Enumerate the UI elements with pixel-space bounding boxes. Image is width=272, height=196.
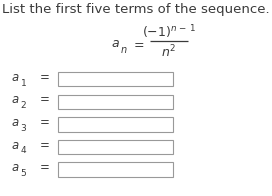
Text: $5$: $5$ [20,167,27,178]
Text: $a$: $a$ [11,139,19,152]
Text: =: = [40,139,50,152]
Text: $4$: $4$ [20,144,27,155]
Text: $2$: $2$ [20,99,26,110]
Text: $(-1)^{n\,-\,1}$: $(-1)^{n\,-\,1}$ [141,24,196,41]
Bar [58,72,173,86]
Text: List the first five terms of the sequence.: List the first five terms of the sequenc… [2,3,270,16]
Text: =: = [40,161,50,174]
Text: $a$: $a$ [11,116,19,129]
Text: $n$: $n$ [120,45,128,55]
Text: $n^2$: $n^2$ [161,44,176,60]
Text: =: = [40,71,50,84]
Text: $=$: $=$ [131,37,144,50]
Text: $a$: $a$ [11,93,19,106]
Text: =: = [40,116,50,129]
Text: $a$: $a$ [11,71,19,84]
Bar [58,140,173,154]
Bar [58,162,173,177]
Text: $a$: $a$ [111,37,120,50]
Bar [58,117,173,132]
Bar [58,95,173,109]
Text: $a$: $a$ [11,161,19,174]
Text: =: = [40,93,50,106]
Text: $1$: $1$ [20,77,27,88]
Text: $3$: $3$ [20,122,27,133]
